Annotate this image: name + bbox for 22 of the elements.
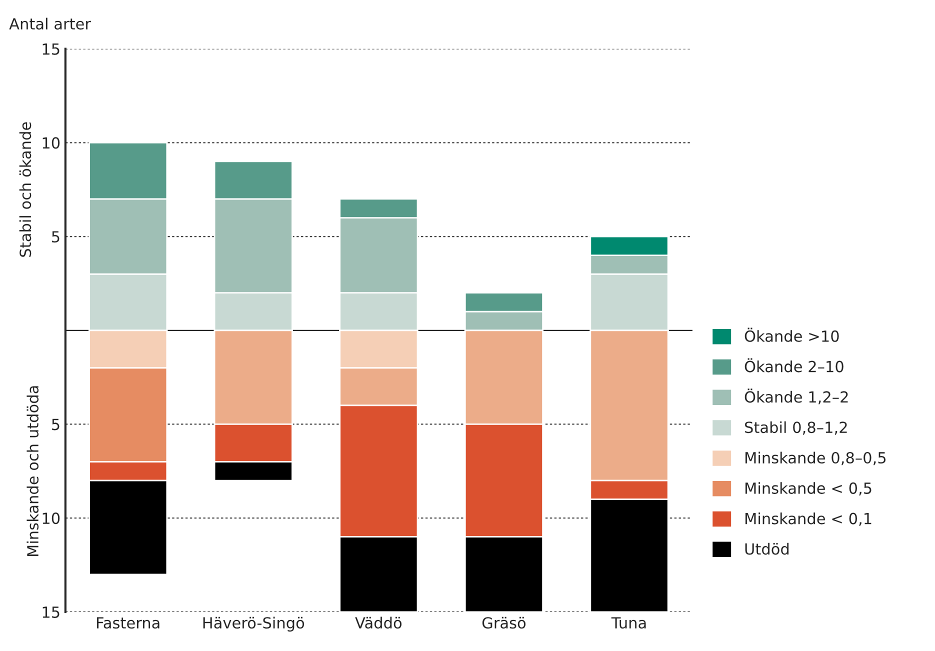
legend-label: Minskande < 0,5 xyxy=(745,482,872,496)
x-tick-label: Fasterna xyxy=(97,617,160,629)
legend-label: Stabil 0,8–1,2 xyxy=(745,421,847,435)
y-tick-label: 10 xyxy=(42,512,60,524)
x-tick-label: Tuna xyxy=(611,617,646,629)
y-axis-title: Stabil och ökande xyxy=(19,122,32,257)
x-tick-label: Häverö-Singö xyxy=(203,616,304,632)
y-tick-label: 5 xyxy=(52,231,60,243)
x-tick-label: Gräsö xyxy=(482,616,526,629)
legend-label: Ökande >10 xyxy=(744,328,839,342)
legend-label: Minskande < 0,1 xyxy=(745,512,872,526)
legend-label: Utdöd xyxy=(745,542,789,555)
y-tick-label: 15 xyxy=(42,606,60,618)
legend-label: Ökande 2–10 xyxy=(744,358,844,372)
y-tick-label: 15 xyxy=(42,43,60,55)
chart-title: Antal arter xyxy=(9,18,91,30)
y-tick-label: 10 xyxy=(42,137,60,149)
x-tick-label: Väddö xyxy=(355,616,402,629)
y-tick-label: 5 xyxy=(52,418,60,430)
text: Minskande och utdöda xyxy=(26,386,39,556)
legend-label: Ökande 1,2–2 xyxy=(744,388,848,404)
legend-label: Minskande 0,8–0,5 xyxy=(745,452,886,466)
